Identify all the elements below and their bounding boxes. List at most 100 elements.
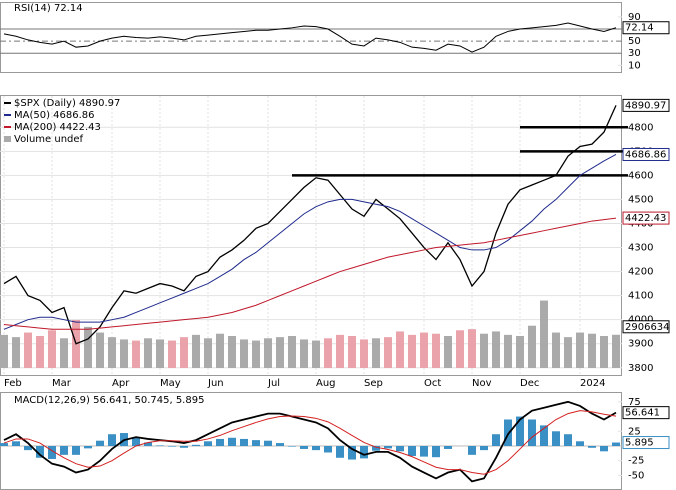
volume-bar [372,338,380,368]
volume-bar [612,334,620,368]
volume-bar [84,326,92,368]
histogram-bar [72,446,80,455]
volume-bar [516,336,524,368]
histogram-bar [312,446,320,451]
volume-bar [600,336,608,368]
histogram-bar [84,446,92,449]
x-tick-label: May [160,378,181,389]
volume-bar [240,339,248,368]
volume-bar [444,336,452,368]
x-tick-label: Oct [424,378,441,389]
histogram-bar [24,446,32,451]
histogram-bar [288,446,296,447]
x-tick-label: Dec [520,378,539,389]
macd-tag: 56.641 [625,408,660,419]
legend-swatch [4,114,11,116]
histogram-bar [540,425,548,447]
histogram-bar [360,446,368,459]
volume-bar [108,337,116,368]
macd-line [3,410,617,475]
y-tick-label: 3900 [628,339,653,350]
volume-bar [576,332,584,368]
histogram-bar [180,446,188,448]
last-value-tag: 4890.97 [625,100,666,111]
y-tick-label: 4300 [628,243,653,254]
histogram-bar [468,446,476,455]
histogram-bar [528,419,536,447]
histogram-bar [444,446,452,449]
volume-bar [120,339,128,368]
y-tick-label: 50 [628,36,641,47]
y-tick-label: 25 [628,426,641,437]
volume-bar [180,337,188,368]
last-value-tag: 4422.43 [625,213,666,224]
histogram-bar [228,437,236,447]
histogram-bar [516,416,524,447]
histogram-bar [492,434,500,447]
histogram-bar [12,441,20,447]
y-tick-label: 10 [628,60,641,71]
legend-swatch [4,126,11,128]
x-tick-label: Sep [364,378,383,389]
volume-bar [0,334,8,368]
histogram-bar [408,446,416,457]
volume-bar [312,340,320,368]
histogram-bar [432,446,440,458]
histogram-bar [300,446,308,449]
volume-bar [216,333,224,368]
last-value-tag-box [622,211,670,225]
y-tick-label: 4100 [628,291,653,302]
histogram-bar [612,442,620,447]
volume-bar [456,330,464,368]
x-tick-label: Jul [267,378,280,389]
histogram-bar [240,438,248,447]
histogram-bar [132,437,140,447]
volume-bar [408,334,416,368]
y-tick-label: -25 [628,456,644,467]
volume-bar [396,331,404,368]
y-tick-label: 30 [628,48,641,59]
y-tick-label: 4500 [628,194,653,205]
volume-bar [60,338,68,368]
volume-bar [204,338,212,368]
legend-swatch [4,102,11,104]
histogram-bar [192,444,200,447]
volume-bar [420,332,428,368]
histogram-tag-box [622,436,670,450]
histogram-bar [60,446,68,455]
histogram-bar [96,440,104,447]
histogram-bar [552,431,560,447]
histogram-bar [276,443,284,447]
histogram-bar [396,446,404,452]
volume-bar [336,334,344,368]
x-tick-label: Mar [52,378,72,389]
macd-line [3,400,617,483]
volume-bar [552,332,560,368]
volume-tag: 2906634 [625,322,670,333]
histogram-bar [420,446,428,457]
histogram-bar [108,434,116,447]
histogram-bar [168,446,176,447]
volume-bar [432,333,440,368]
series-line [3,154,617,330]
y-tick-label: 3800 [628,363,653,374]
y-tick-label: 4000 [628,315,653,326]
y-tick-label: 4600 [628,170,653,181]
x-tick-label: 2024 [580,378,605,389]
macd-tag-box [622,406,670,420]
volume-bar [324,338,332,368]
volume-bar [192,334,200,368]
volume-bar [360,339,368,368]
histogram-bar [204,441,212,447]
volume-bar [528,325,536,368]
histogram-bar [264,440,272,447]
x-tick-label: Aug [316,378,336,389]
volume-bar [384,337,392,368]
volume-bar [228,336,236,368]
volume-bar [144,338,152,368]
volume-bar [36,336,44,368]
y-tick-label: 90 [628,12,641,23]
series-line [3,105,617,345]
